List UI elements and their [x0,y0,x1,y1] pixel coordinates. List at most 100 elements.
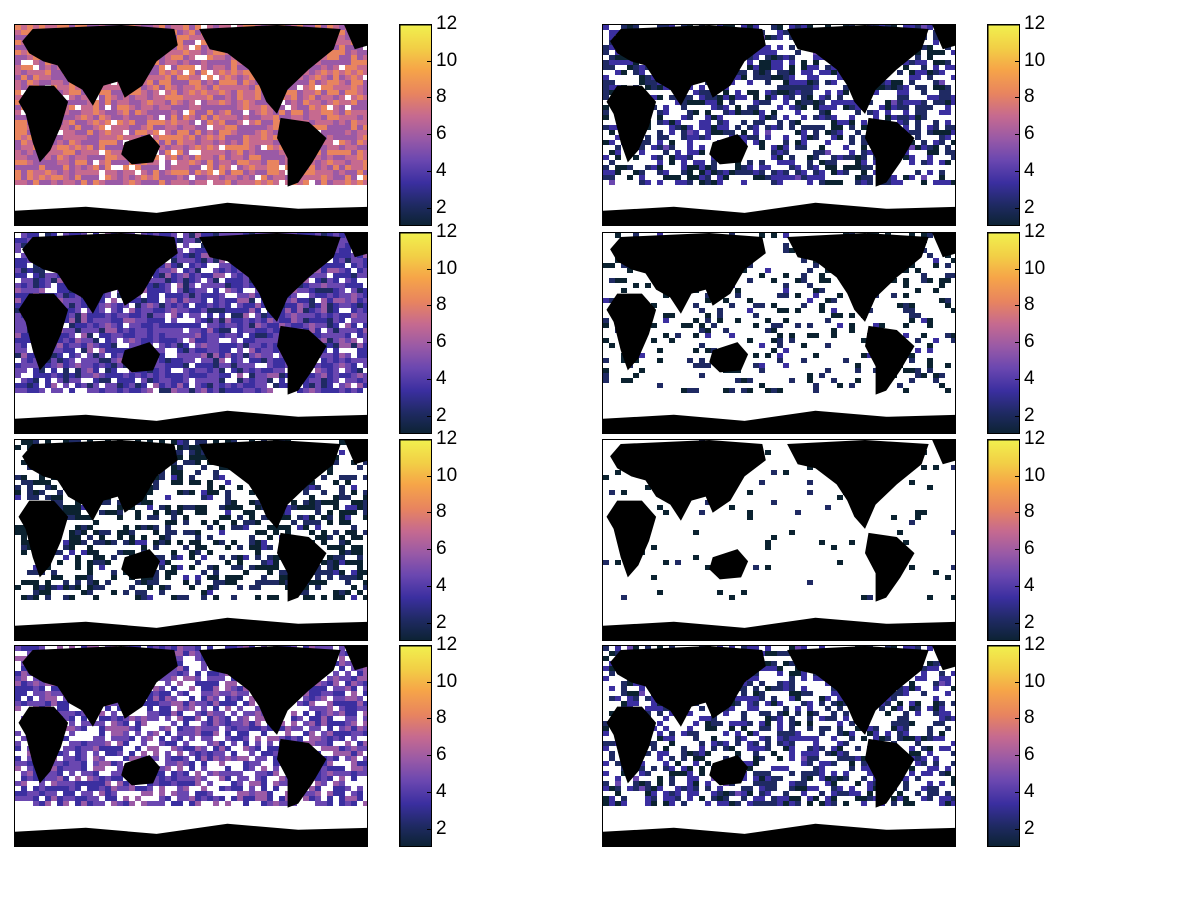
field-cell [147,328,153,333]
field-cell [51,65,57,70]
field-cell [705,120,711,125]
field-cell [693,160,699,165]
field-cell [831,298,837,303]
field-cell [789,338,795,343]
field-cell [219,140,225,145]
field-cell [21,70,27,75]
field-cell [255,165,261,170]
field-cell [333,283,339,288]
field-cell [219,105,225,110]
field-cell [195,140,201,145]
field-cell [777,388,783,393]
field-cell [627,175,633,180]
field-cell [195,170,201,175]
field-cell [777,338,783,343]
field-cell [165,368,171,373]
field-cell [117,378,123,383]
field-cell [195,268,201,273]
field-cell [21,283,27,288]
field-cell [315,70,321,75]
field-cell [327,150,333,155]
field-cell [609,343,615,348]
field-cell [291,90,297,95]
field-cell [153,293,159,298]
field-cell [75,125,81,130]
field-cell [69,303,75,308]
field-cell [321,313,327,318]
field-cell [201,180,207,185]
field-cell [213,343,219,348]
field-cell [603,298,609,303]
field-cell [279,175,285,180]
field-cell [219,125,225,130]
field-cell [183,175,189,180]
field-cell [75,323,81,328]
field-cell [315,368,321,373]
field-cell [243,180,249,185]
field-cell [153,175,159,180]
world-map [602,232,956,434]
field-cell [627,268,633,273]
field-cell [183,75,189,80]
field-cell [219,268,225,273]
field-cell [873,90,879,95]
field-cell [189,238,195,243]
field-cell [21,368,27,373]
field-cell [21,120,27,125]
field-cell [315,318,321,323]
field-cell [357,313,363,318]
field-cell [45,175,51,180]
field-cell [357,150,363,155]
field-cell [219,373,225,378]
field-cell [69,358,75,363]
colorbar-tick-mark [427,415,432,417]
field-cell [669,125,675,130]
field-cell [171,90,177,95]
field-cell [207,65,213,70]
field-cell [357,273,363,278]
field-cell [21,65,27,70]
field-cell [915,125,921,130]
field-cell [231,105,237,110]
field-cell [873,110,879,115]
field-cell [363,170,367,175]
field-cell [225,288,231,293]
field-cell [15,313,21,318]
field-cell [705,115,711,120]
field-cell [681,130,687,135]
field-cell [723,130,729,135]
field-cell [195,333,201,338]
field-cell [705,130,711,135]
field-cell [141,105,147,110]
field-cell [63,378,69,383]
field-cell [225,353,231,358]
field-cell [177,110,183,115]
field-cell [219,283,225,288]
field-cell [789,248,795,253]
field-cell [327,293,333,298]
field-cell [117,328,123,333]
field-cell [351,45,357,50]
field-cell [693,388,699,393]
field-cell [123,100,129,105]
field-cell [333,155,339,160]
field-cell [195,258,201,263]
field-cell [903,125,909,130]
field-cell [189,30,195,35]
field-cell [711,160,717,165]
field-cell [315,268,321,273]
field-cell [933,338,939,343]
field-cell [273,115,279,120]
field-cell [837,100,843,105]
field-cell [213,273,219,278]
field-cell [135,180,141,185]
field-cell [939,140,945,145]
field-cell [747,308,753,313]
field-cell [909,25,915,30]
field-cell [171,155,177,160]
field-cell [291,100,297,105]
field-cell [189,323,195,328]
field-cell [225,268,231,273]
antarctica-landmass [15,410,367,433]
field-cell [267,160,273,165]
